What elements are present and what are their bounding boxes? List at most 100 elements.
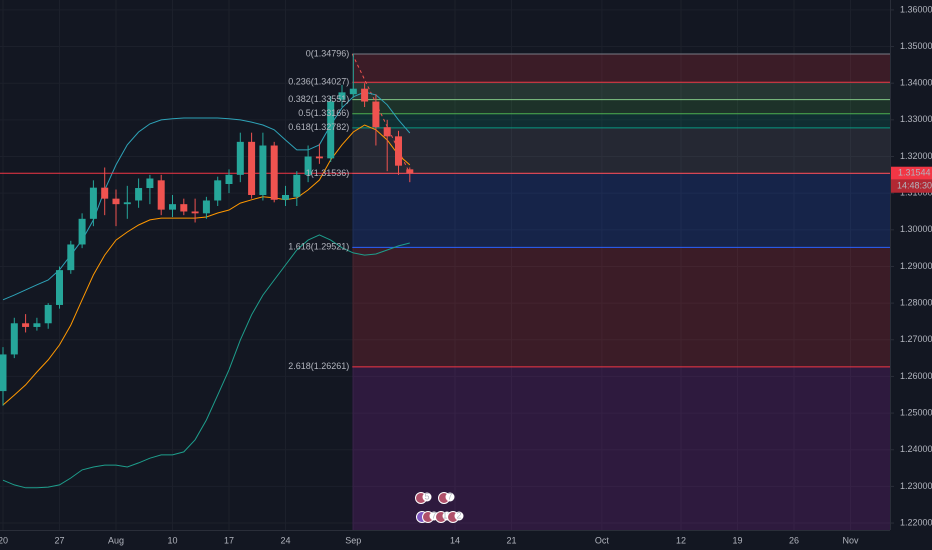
x-tick-label: 21	[506, 535, 516, 545]
y-tick-label: 1.36000	[900, 4, 932, 14]
candle-body	[112, 198, 120, 205]
fib-label: 0.236(1.34027)	[288, 77, 349, 87]
candle-body	[259, 145, 267, 195]
candle-body	[304, 156, 312, 175]
candle-body	[33, 323, 41, 327]
candle-body	[67, 244, 75, 271]
indicator-line	[2, 234, 410, 489]
fib-zone	[352, 247, 890, 367]
x-tick-label: 19	[732, 535, 742, 545]
event-count	[445, 492, 455, 502]
candle-body	[372, 101, 380, 128]
candle-body	[135, 188, 143, 201]
candle-body	[282, 194, 289, 200]
candle-body	[123, 202, 131, 205]
candle-body	[349, 88, 357, 95]
fib-label: 1(1.31536)	[306, 168, 350, 178]
x-tick-label: Nov	[842, 535, 859, 545]
y-tick-label: 1.33000	[900, 114, 932, 124]
fib-label: 0.5(1.33166)	[298, 108, 349, 118]
fib-zone	[352, 127, 890, 174]
candle-body	[78, 218, 86, 245]
event-count-label: 11	[442, 510, 451, 520]
labels-layer: 1.22000 1.23000 1.24000 1.25000 1.26000 1.270…	[0, 4, 932, 545]
candle-body	[22, 323, 30, 327]
price-badge-label: 1.31544	[898, 168, 931, 178]
fib-zone	[352, 54, 890, 83]
candle-body	[101, 187, 109, 199]
candle-body	[315, 156, 323, 159]
candle-body	[248, 141, 256, 195]
x-tick-label: Sep	[345, 535, 361, 545]
y-tick-label: 1.29000	[900, 261, 932, 271]
event-count-label: 7	[431, 510, 436, 520]
candle-body	[191, 211, 199, 214]
candle-body	[180, 204, 188, 212]
x-tick-label: 10	[167, 535, 177, 545]
x-tick-label: 27	[54, 535, 64, 545]
y-tick-label: 1.34000	[900, 78, 932, 88]
y-tick-label: 1.28000	[900, 297, 932, 307]
candles-layer	[0, 53, 414, 406]
candle-body	[338, 92, 346, 100]
candle-body	[395, 136, 402, 166]
candle-body	[10, 323, 18, 355]
fib-zone	[352, 82, 890, 100]
x-tick-label: 17	[224, 535, 234, 545]
candle-body	[146, 178, 154, 189]
x-tick-label: 20	[0, 535, 8, 545]
x-tick-label: Aug	[108, 535, 124, 545]
candle-body	[270, 145, 278, 200]
y-tick-label: 1.35000	[900, 41, 932, 51]
fib-zone	[352, 173, 890, 248]
y-tick-label: 1.25000	[900, 407, 932, 417]
candle-body	[361, 88, 369, 102]
event-count-label: 7	[447, 491, 452, 501]
x-tick-label: 24	[280, 535, 290, 545]
candle-body	[406, 169, 414, 174]
zones-layer	[352, 54, 890, 530]
candle-body	[327, 101, 335, 159]
fib-label: 2.618(1.26261)	[288, 361, 349, 371]
fib-zone	[352, 99, 890, 114]
fib-label: 0.618(1.32782)	[288, 122, 349, 132]
candle-body	[0, 354, 7, 392]
x-tick-label: 14	[450, 535, 460, 545]
fib-zone	[352, 113, 890, 128]
countdown-badge	[891, 179, 932, 193]
candle-body	[44, 304, 52, 324]
x-tick-label: 12	[676, 535, 686, 545]
candle-body	[214, 180, 222, 201]
price-badge	[891, 166, 932, 180]
y-tick-label: 1.27000	[900, 334, 932, 344]
fib-extension-zone	[352, 366, 890, 530]
y-tick-label: 1.22000	[900, 517, 932, 527]
event-count-label: 5	[424, 491, 429, 501]
candle-body	[383, 127, 391, 137]
fib-label: 0(1.34796)	[306, 48, 350, 58]
candle-body	[202, 200, 210, 214]
y-tick-label: 1.30000	[900, 224, 932, 234]
candle-body	[89, 187, 97, 219]
event-count	[422, 492, 432, 502]
candle-body	[56, 270, 63, 305]
x-tick-label: 26	[789, 535, 799, 545]
y-tick-label: 1.23000	[900, 481, 932, 491]
y-tick-label: 1.24000	[900, 444, 932, 454]
y-tick-label: 1.26000	[900, 371, 932, 381]
candle-body	[236, 141, 244, 175]
candle-body	[293, 174, 301, 197]
x-tick-label: Oct	[595, 535, 610, 545]
grid-layer	[0, 0, 890, 530]
candle-body	[169, 204, 176, 210]
event-count-label: 2	[456, 510, 461, 520]
candle-body	[225, 174, 233, 184]
fib-label: 1.618(1.29521)	[288, 242, 349, 252]
event-count	[454, 511, 464, 521]
y-tick-label: 1.32000	[900, 151, 932, 161]
fib-label: 0.382(1.33551)	[288, 94, 349, 104]
countdown-label: 14:48:30	[897, 181, 932, 191]
